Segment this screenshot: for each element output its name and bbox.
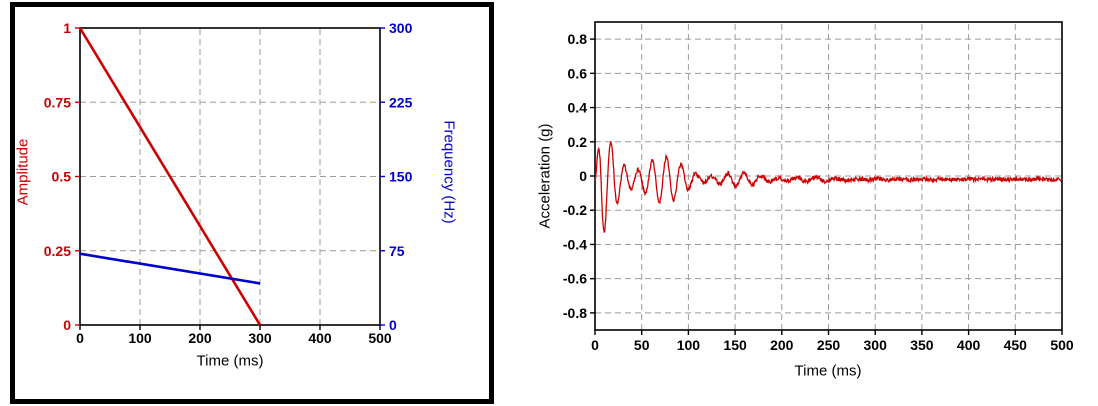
x-tick-label: 0: [591, 337, 599, 353]
sweep-profile-panel: 0 100 200 300 400 500 0 0.25 0.5 0.75 1 0 75 150 225 30…: [10, 2, 494, 404]
frequency-tick-label: 225: [389, 94, 413, 110]
amplitude-axis-title: Amplitude: [14, 138, 32, 206]
y-tick-label: 0.2: [568, 134, 588, 150]
x-tick-label: 200: [188, 330, 212, 346]
frequency-tick-label: 150: [389, 169, 413, 185]
y-tick-label: -0.8: [563, 305, 587, 321]
y-tick-label: 0.4: [568, 100, 588, 116]
x-tick-label: 0: [76, 330, 84, 346]
y-tick-label: 0.6: [568, 65, 588, 81]
amplitude-tick-label: 0.5: [52, 169, 72, 185]
y-tick-label: 0: [579, 168, 587, 184]
sweep-profile-chart: 0 100 200 300 400 50000.250.50.75107515022530…: [44, 20, 413, 346]
x-tick-label: 50: [634, 337, 650, 353]
amplitude-tick-label: 0.75: [44, 94, 71, 110]
x-tick-label: 150: [723, 337, 747, 353]
acceleration-xaxis-title: Time (ms): [794, 362, 862, 380]
x-tick-label: 300: [864, 337, 888, 353]
acceleration-trace: [594, 141, 1063, 233]
x-tick-label: 400: [308, 330, 332, 346]
frequency-tick-label: 300: [389, 20, 413, 36]
amplitude-line: [78, 27, 262, 326]
x-tick-label: 450: [1004, 337, 1028, 353]
y-tick-label: -0.4: [563, 236, 587, 252]
x-tick-label: 100: [677, 337, 701, 353]
y-tick-label: -0.6: [563, 271, 587, 287]
sweep-xaxis-title: Time (ms): [196, 352, 264, 370]
x-tick-label: 100: [128, 330, 152, 346]
y-tick-label: 0.8: [568, 31, 588, 47]
x-tick-label: 500: [368, 330, 392, 346]
acceleration-chart: 0 50 100 150 200 250 300 350 400 450 500 -0.8 -0.6 -0…: [563, 21, 1074, 353]
frequency-line: [79, 252, 261, 285]
acceleration-axis-title: Acceleration (g): [536, 123, 554, 229]
x-tick-label: 250: [817, 337, 841, 353]
y-tick-label: -0.2: [563, 202, 587, 218]
x-tick-label: 500: [1050, 337, 1074, 353]
x-tick-label: 200: [770, 337, 794, 353]
frequency-tick-label: 75: [389, 243, 405, 259]
amplitude-tick-label: 1: [63, 20, 71, 36]
frequency-axis-title: Frequency (Hz): [440, 120, 458, 224]
x-tick-label: 350: [910, 337, 934, 353]
amplitude-tick-label: 0.25: [44, 243, 71, 259]
frequency-tick-label: 0: [389, 317, 397, 333]
x-tick-label: 400: [957, 337, 981, 353]
x-tick-label: 300: [248, 330, 272, 346]
amplitude-tick-label: 0: [63, 317, 71, 333]
